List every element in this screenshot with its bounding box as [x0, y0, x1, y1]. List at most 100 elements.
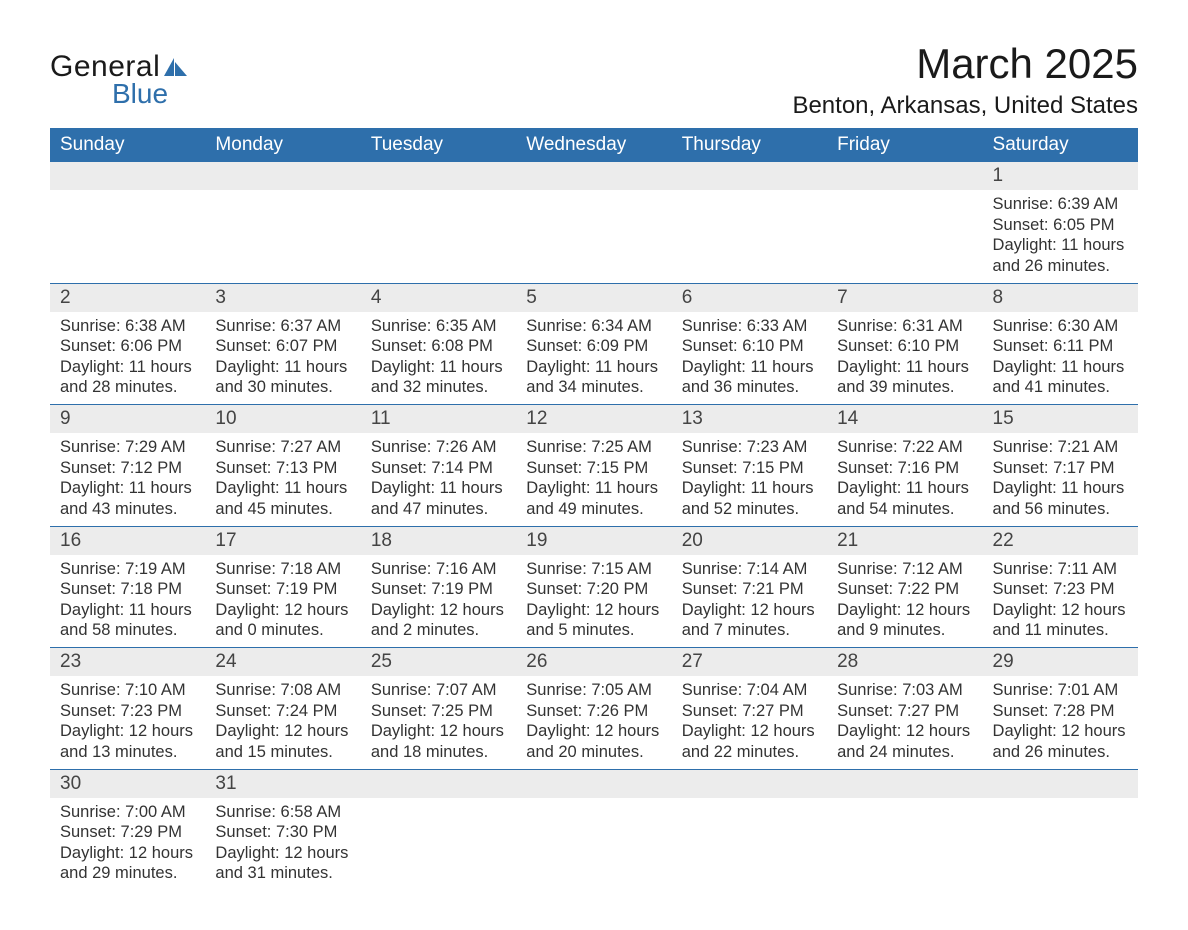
sunrise-text: Sunrise: 6:58 AM: [215, 802, 350, 823]
day-detail-row: Sunrise: 7:29 AMSunset: 7:12 PMDaylight:…: [50, 433, 1138, 526]
day-number-cell: 7: [827, 284, 982, 312]
daylight-text-1: Daylight: 11 hours: [993, 235, 1128, 256]
day-detail-cell: [50, 190, 205, 283]
day-detail-cell: Sunrise: 7:14 AMSunset: 7:21 PMDaylight:…: [672, 555, 827, 648]
sunrise-text: Sunrise: 7:11 AM: [993, 559, 1128, 580]
sunrise-text: Sunrise: 7:01 AM: [993, 680, 1128, 701]
sunset-text: Sunset: 7:26 PM: [526, 701, 661, 722]
day-number-cell: [361, 162, 516, 190]
sail-icon: [164, 56, 188, 76]
sunset-text: Sunset: 6:08 PM: [371, 336, 506, 357]
sunset-text: Sunset: 6:05 PM: [993, 215, 1128, 236]
sunset-text: Sunset: 7:24 PM: [215, 701, 350, 722]
sunset-text: Sunset: 7:13 PM: [215, 458, 350, 479]
daylight-text-2: and 39 minutes.: [837, 377, 972, 398]
sunset-text: Sunset: 6:11 PM: [993, 336, 1128, 357]
day-number-cell: 6: [672, 284, 827, 312]
daylight-text-1: Daylight: 12 hours: [526, 600, 661, 621]
daylight-text-1: Daylight: 12 hours: [371, 721, 506, 742]
daylight-text-2: and 47 minutes.: [371, 499, 506, 520]
day-number-cell: 1: [983, 162, 1138, 190]
sunset-text: Sunset: 7:27 PM: [682, 701, 817, 722]
day-number-row: 16171819202122: [50, 527, 1138, 555]
day-detail-cell: Sunrise: 7:03 AMSunset: 7:27 PMDaylight:…: [827, 676, 982, 769]
weekday-header: Saturday: [983, 128, 1138, 162]
day-number-cell: 26: [516, 648, 671, 676]
day-number-cell: 14: [827, 405, 982, 433]
daylight-text-1: Daylight: 12 hours: [526, 721, 661, 742]
sunset-text: Sunset: 7:18 PM: [60, 579, 195, 600]
day-number-cell: 29: [983, 648, 1138, 676]
day-detail-cell: Sunrise: 7:29 AMSunset: 7:12 PMDaylight:…: [50, 433, 205, 526]
weekday-header: Thursday: [672, 128, 827, 162]
day-number-cell: 8: [983, 284, 1138, 312]
sunset-text: Sunset: 6:06 PM: [60, 336, 195, 357]
sunrise-text: Sunrise: 6:33 AM: [682, 316, 817, 337]
sunset-text: Sunset: 7:20 PM: [526, 579, 661, 600]
daylight-text-2: and 15 minutes.: [215, 742, 350, 763]
day-detail-cell: Sunrise: 6:58 AMSunset: 7:30 PMDaylight:…: [205, 798, 360, 891]
day-number-cell: 12: [516, 405, 671, 433]
day-detail-cell: [827, 798, 982, 891]
day-number-cell: 28: [827, 648, 982, 676]
day-number-row: 2345678: [50, 284, 1138, 312]
sunrise-text: Sunrise: 7:10 AM: [60, 680, 195, 701]
day-detail-cell: Sunrise: 7:15 AMSunset: 7:20 PMDaylight:…: [516, 555, 671, 648]
weekday-header: Sunday: [50, 128, 205, 162]
day-detail-row: Sunrise: 6:39 AMSunset: 6:05 PMDaylight:…: [50, 190, 1138, 283]
day-detail-cell: Sunrise: 7:12 AMSunset: 7:22 PMDaylight:…: [827, 555, 982, 648]
daylight-text-2: and 2 minutes.: [371, 620, 506, 641]
daylight-text-2: and 54 minutes.: [837, 499, 972, 520]
day-detail-row: Sunrise: 7:00 AMSunset: 7:29 PMDaylight:…: [50, 798, 1138, 891]
day-number-cell: 24: [205, 648, 360, 676]
day-detail-cell: Sunrise: 7:22 AMSunset: 7:16 PMDaylight:…: [827, 433, 982, 526]
day-number-cell: [50, 162, 205, 190]
daylight-text-2: and 58 minutes.: [60, 620, 195, 641]
sunrise-text: Sunrise: 6:39 AM: [993, 194, 1128, 215]
day-number-cell: 25: [361, 648, 516, 676]
day-number-cell: 4: [361, 284, 516, 312]
sunrise-text: Sunrise: 6:35 AM: [371, 316, 506, 337]
day-detail-cell: Sunrise: 7:25 AMSunset: 7:15 PMDaylight:…: [516, 433, 671, 526]
day-number-cell: 20: [672, 527, 827, 555]
sunrise-text: Sunrise: 7:03 AM: [837, 680, 972, 701]
day-detail-cell: [361, 798, 516, 891]
sunset-text: Sunset: 6:10 PM: [837, 336, 972, 357]
sunrise-text: Sunrise: 7:21 AM: [993, 437, 1128, 458]
daylight-text-1: Daylight: 12 hours: [60, 843, 195, 864]
daylight-text-2: and 0 minutes.: [215, 620, 350, 641]
sunset-text: Sunset: 6:09 PM: [526, 336, 661, 357]
daylight-text-2: and 22 minutes.: [682, 742, 817, 763]
sunrise-text: Sunrise: 6:34 AM: [526, 316, 661, 337]
day-number-cell: 3: [205, 284, 360, 312]
title-block: March 2025 Benton, Arkansas, United Stat…: [792, 40, 1138, 120]
daylight-text-1: Daylight: 11 hours: [60, 600, 195, 621]
daylight-text-1: Daylight: 11 hours: [837, 478, 972, 499]
day-number-cell: 19: [516, 527, 671, 555]
daylight-text-2: and 13 minutes.: [60, 742, 195, 763]
day-detail-row: Sunrise: 7:10 AMSunset: 7:23 PM Daylight:…: [50, 676, 1138, 769]
sunset-text: Sunset: 7:19 PM: [371, 579, 506, 600]
day-number-cell: 18: [361, 527, 516, 555]
day-number-row: 9101112131415: [50, 405, 1138, 433]
day-number-cell: 17: [205, 527, 360, 555]
day-detail-cell: Sunrise: 7:00 AMSunset: 7:29 PMDaylight:…: [50, 798, 205, 891]
sunset-text: Sunset: 7:23 PM: [60, 701, 195, 722]
sunrise-text: Sunrise: 7:15 AM: [526, 559, 661, 580]
daylight-text-2: and 26 minutes.: [993, 256, 1128, 277]
day-detail-cell: [516, 190, 671, 283]
day-detail-cell: Sunrise: 6:33 AMSunset: 6:10 PMDaylight:…: [672, 312, 827, 405]
daylight-text-2: and 32 minutes.: [371, 377, 506, 398]
day-number-cell: 31: [205, 770, 360, 798]
day-detail-cell: Sunrise: 7:18 AMSunset: 7:19 PMDaylight:…: [205, 555, 360, 648]
daylight-text-1: Daylight: 12 hours: [837, 600, 972, 621]
day-number-cell: 27: [672, 648, 827, 676]
weekday-header: Monday: [205, 128, 360, 162]
daylight-text-2: and 5 minutes.: [526, 620, 661, 641]
day-number-cell: 21: [827, 527, 982, 555]
day-number-cell: [672, 770, 827, 798]
day-number-cell: 2: [50, 284, 205, 312]
daylight-text-2: and 26 minutes.: [993, 742, 1128, 763]
daylight-text-1: Daylight: 12 hours: [993, 721, 1128, 742]
daylight-text-1: Daylight: 12 hours: [993, 600, 1128, 621]
